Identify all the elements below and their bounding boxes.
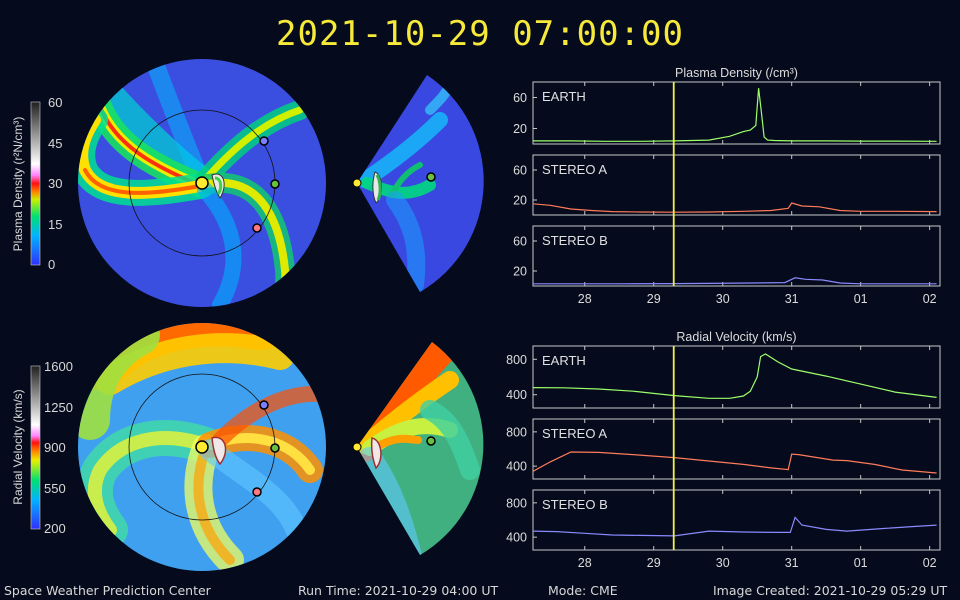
panel-frame-0-2 (532, 225, 941, 287)
sun-marker-velocity-wedge (352, 442, 362, 452)
sun-marker-velocity (195, 440, 209, 454)
velocity-tick-1: 1250 (44, 400, 73, 415)
velocity-tick-0: 1600 (44, 359, 73, 374)
panel-frame-0-1 (532, 154, 941, 216)
footer-organization: Space Weather Prediction Center (4, 583, 211, 598)
y-tick-label-1-1-0: 800 (506, 425, 527, 439)
velocity-colorbar: 1600 1250 900 550 200 Radial Velocity (k… (11, 359, 73, 536)
velocity-colorbar-label: Radial Velocity (km/s) (11, 389, 25, 504)
x-tick-label-0-4: 01 (854, 292, 868, 306)
x-tick-label-0-0: 28 (578, 292, 592, 306)
timestamp-title: 2021-10-29 07:00:00 (276, 14, 684, 54)
density-colorbar: 60 45 30 15 0 Plasma Density (r²N/cm³) (11, 95, 62, 272)
series-label-0-0: EARTH (542, 89, 586, 104)
y-tick-label-0-1-0: 60 (513, 164, 527, 178)
series-line-1-0 (532, 353, 937, 399)
density-tick-3: 15 (48, 217, 62, 232)
panel-frame-1-2 (532, 489, 941, 551)
x-tick-label-1-2: 30 (716, 556, 730, 570)
density-meridional-wedge (352, 75, 484, 292)
x-tick-label-0-5: 02 (923, 292, 937, 306)
earth-marker-velocity-wedge (426, 436, 436, 446)
y-tick-label-1-0-1: 400 (506, 388, 527, 402)
density-colorbar-label: Plasma Density (r²N/cm³) (11, 117, 25, 252)
series-label-1-0: EARTH (542, 353, 586, 368)
footer-run-time: Run Time: 2021-10-29 04:00 UT (298, 583, 499, 598)
stereo-b-marker-velocity (259, 400, 269, 410)
footer-image-created: Image Created: 2021-10-29 05:29 UT (713, 583, 948, 598)
x-tick-label-1-0: 28 (578, 556, 592, 570)
earth-marker-velocity (270, 443, 280, 453)
panel-frame-1-1 (532, 418, 941, 480)
velocity-tick-4: 200 (44, 521, 66, 536)
earth-marker (270, 179, 280, 189)
series-line-1-1 (532, 451, 937, 474)
x-tick-label-1-4: 01 (854, 556, 868, 570)
series-label-1-2: STEREO B (542, 497, 608, 512)
density-tick-2: 30 (48, 176, 62, 191)
velocity-colorbar-gradient (30, 365, 41, 530)
earth-marker-wedge (426, 172, 436, 182)
density-colorbar-gradient (30, 101, 41, 266)
series-line-0-2 (533, 277, 937, 285)
x-tick-label-0-3: 31 (785, 292, 799, 306)
panel-frame-0-0 (532, 81, 941, 145)
y-tick-label-1-0-0: 800 (506, 353, 527, 367)
stereo-b-marker (259, 136, 269, 146)
density-tick-0: 60 (48, 95, 62, 110)
panel-frame-1-0 (532, 345, 941, 409)
footer-mode: Mode: CME (548, 583, 618, 598)
y-tick-label-0-1-1: 20 (513, 194, 527, 208)
velocity-tick-3: 550 (44, 481, 66, 496)
stereo-a-marker-velocity (252, 487, 262, 497)
y-tick-label-1-2-1: 400 (506, 531, 527, 545)
chart-title-0: Plasma Density (/cm³) (675, 66, 798, 80)
series-label-0-2: STEREO B (542, 233, 608, 248)
y-tick-label-0-2-1: 20 (513, 265, 527, 279)
sun-marker (195, 176, 209, 190)
y-tick-label-0-2-0: 60 (513, 235, 527, 249)
series-label-0-1: STEREO A (542, 162, 607, 177)
density-tick-1: 45 (48, 136, 62, 151)
y-tick-label-1-1-1: 400 (506, 460, 527, 474)
density-tick-4: 0 (48, 257, 55, 272)
series-line-1-2 (532, 516, 937, 537)
y-tick-label-1-2-0: 800 (506, 496, 527, 510)
velocity-meridional-wedge (352, 342, 484, 555)
x-tick-label-1-5: 02 (923, 556, 937, 570)
series-line-0-0 (533, 88, 937, 142)
density-ecliptic-disk (78, 59, 326, 307)
sun-marker-wedge (352, 178, 362, 188)
x-tick-label-0-1: 29 (647, 292, 661, 306)
time-series-charts: Plasma Density (/cm³) 60 20 EARTH 60 20 STEREO… (506, 66, 941, 570)
chart-title-1: Radial Velocity (km/s) (676, 330, 796, 344)
x-tick-label-1-3: 31 (785, 556, 799, 570)
velocity-tick-2: 900 (44, 440, 66, 455)
stereo-a-marker (252, 223, 262, 233)
x-tick-label-1-1: 29 (647, 556, 661, 570)
y-tick-label-0-0-0: 60 (513, 91, 527, 105)
x-tick-label-0-2: 30 (716, 292, 730, 306)
series-label-1-1: STEREO A (542, 426, 607, 441)
series-line-0-1 (532, 202, 937, 213)
velocity-ecliptic-disk (78, 323, 326, 571)
y-tick-label-0-0-1: 20 (513, 122, 527, 136)
